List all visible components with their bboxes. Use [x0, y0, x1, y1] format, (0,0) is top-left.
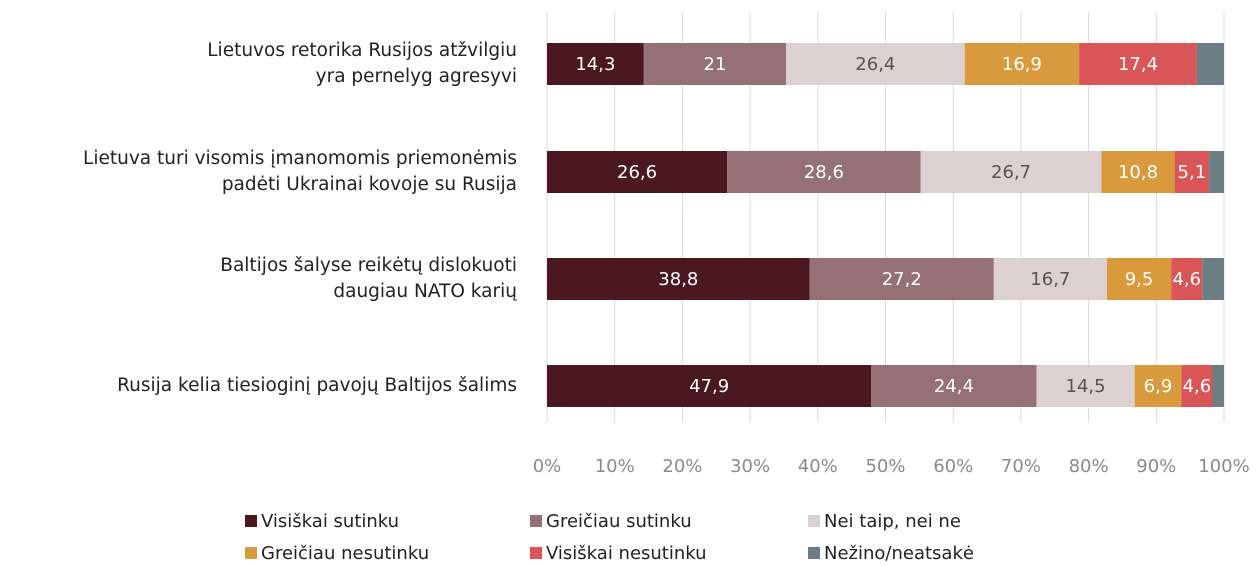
legend-label: Greičiau nesutinku: [261, 543, 429, 564]
bar-segment: [871, 365, 1037, 407]
data-label: 14,5: [1066, 376, 1106, 397]
bar-segment: [1036, 365, 1135, 407]
x-tick-label: 10%: [595, 456, 635, 477]
legend-swatch: [530, 515, 542, 527]
x-tick-label: 40%: [798, 456, 838, 477]
data-label: 9,5: [1125, 269, 1154, 290]
data-label: 17,4: [1118, 54, 1158, 75]
bar-segment: [1079, 43, 1197, 85]
x-tick-label: 30%: [730, 456, 770, 477]
data-label: 21: [703, 54, 726, 75]
legend-swatch: [808, 515, 820, 527]
bar-segment: [993, 258, 1107, 300]
bar-segment: [1106, 258, 1172, 300]
x-tick-label: 0%: [533, 456, 562, 477]
legend-label: Greičiau sutinku: [546, 511, 692, 532]
y-tick-label: Lietuvos retorika Rusijos atžvilgiu yra …: [207, 40, 517, 87]
data-label: 4,6: [1172, 269, 1201, 290]
bar-segment: [1101, 151, 1175, 193]
bar-segment: [964, 43, 1080, 85]
bar-segment: [785, 43, 965, 85]
x-tick-label: 100%: [1198, 456, 1249, 477]
bar-segment: [1212, 365, 1224, 407]
data-label: 28,6: [804, 162, 844, 183]
data-label: 26,7: [991, 162, 1031, 183]
data-label: 4,6: [1183, 376, 1212, 397]
legend-swatch: [245, 547, 257, 559]
bar-segment: [1171, 258, 1203, 300]
bar-segment: [1209, 151, 1224, 193]
data-label: 27,2: [882, 269, 922, 290]
data-label: 47,9: [689, 376, 729, 397]
y-tick-label: Baltijos šalyse reikėtų dislokuoti daugi…: [220, 255, 517, 302]
data-label: 6,9: [1144, 376, 1173, 397]
bar-segment: [1134, 365, 1182, 407]
x-tick-label: 60%: [933, 456, 973, 477]
data-label: 14,3: [575, 54, 615, 75]
data-label: 16,7: [1030, 269, 1070, 290]
bar-segment: [547, 43, 644, 85]
y-tick-label: Rusija kelia tiesioginį pavojų Baltijos …: [117, 375, 517, 396]
legend-label: Visiškai nesutinku: [546, 543, 707, 564]
bar-segment: [727, 151, 921, 193]
legend-swatch: [245, 515, 257, 527]
y-tick-label: Lietuva turi visomis įmanomomis priemonė…: [83, 148, 517, 195]
bar-segment: [1174, 151, 1210, 193]
data-label: 5,1: [1178, 162, 1207, 183]
bar-segment: [643, 43, 786, 85]
data-label: 24,4: [934, 376, 974, 397]
x-tick-label: 70%: [1001, 456, 1041, 477]
x-tick-label: 20%: [662, 456, 702, 477]
bar-segment: [547, 365, 872, 407]
bar-segment: [1202, 258, 1224, 300]
legend-label: Visiškai sutinku: [261, 511, 399, 532]
data-label: 10,8: [1118, 162, 1158, 183]
legend-swatch: [530, 547, 542, 559]
bar-segment: [1196, 43, 1224, 85]
data-label: 38,8: [658, 269, 698, 290]
bar-segment: [809, 258, 994, 300]
legend-label: Nei taip, nei ne: [824, 511, 961, 532]
bar-segment: [547, 151, 728, 193]
bar-segment: [920, 151, 1102, 193]
x-tick-label: 90%: [1136, 456, 1176, 477]
legend-label: Nežino/neatsakė: [824, 543, 974, 564]
x-tick-label: 50%: [865, 456, 905, 477]
bar-segment: [547, 258, 810, 300]
x-tick-label: 80%: [1069, 456, 1109, 477]
bar-segment: [1181, 365, 1213, 407]
data-label: 16,9: [1002, 54, 1042, 75]
data-label: 26,6: [617, 162, 657, 183]
legend-swatch: [808, 547, 820, 559]
data-label: 26,4: [855, 54, 895, 75]
